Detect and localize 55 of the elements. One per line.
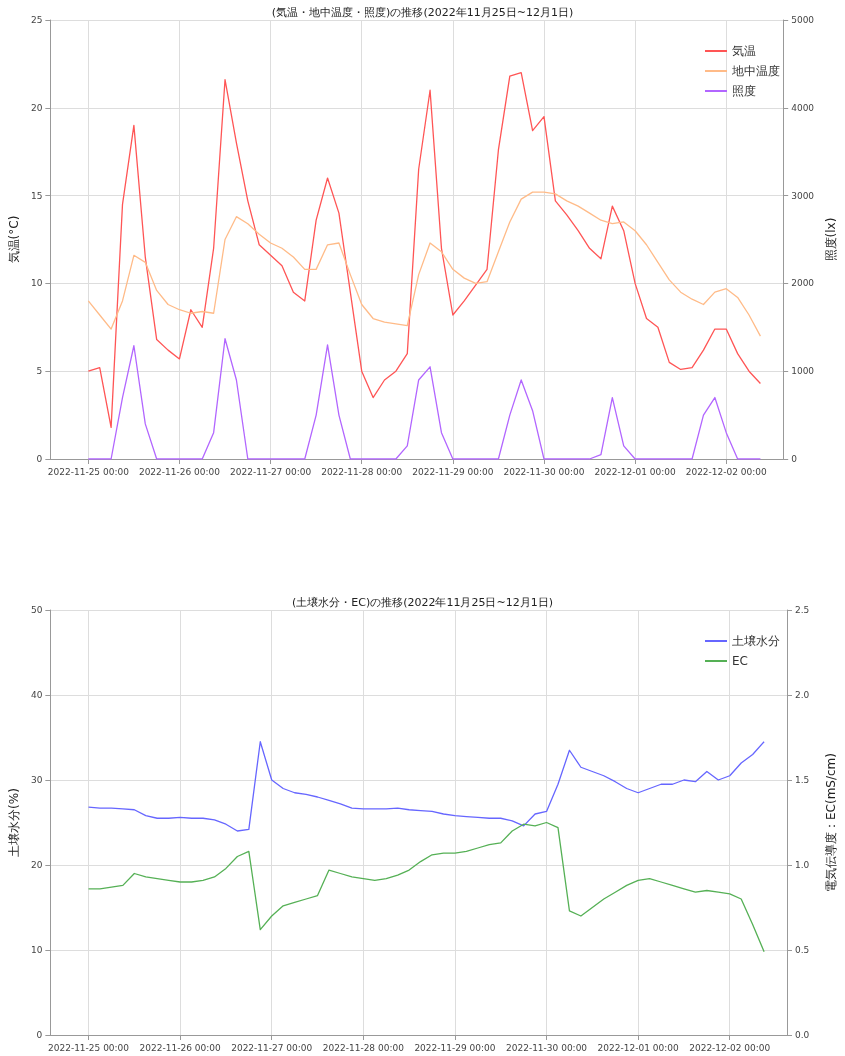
y-tick-label: 20 — [30, 102, 43, 113]
line-series — [87, 191, 762, 337]
y-tick-label: 5 — [36, 366, 43, 377]
legend-label: EC — [732, 654, 748, 668]
x-tick-label: 2022-11-29 00:00 — [412, 466, 494, 477]
x-tick-label: 2022-12-02 00:00 — [685, 466, 768, 477]
x-tick-label: 2022-12-01 00:00 — [594, 466, 676, 477]
x-tick-label: 2022-12-01 00:00 — [597, 1042, 679, 1053]
y2-tick-label: 2.5 — [795, 605, 810, 615]
chart-title: (土壌水分・EC)の推移(2022年11月25日~12月1日) — [292, 596, 553, 609]
y-tick-label: 10 — [30, 945, 43, 955]
legend-label: 地中温度 — [731, 64, 780, 78]
y-axis-title: 土壌水分(%) — [7, 788, 21, 857]
x-tick-label: 2022-11-26 00:00 — [138, 466, 221, 477]
y2-tick-label: 5000 — [791, 15, 815, 25]
y2-tick-label: 3000 — [791, 190, 815, 201]
y2-tick-label: 0 — [791, 454, 798, 464]
y-tick-label: 40 — [30, 690, 43, 700]
y2-tick-label: 0.5 — [795, 945, 810, 955]
y-axis-title: 気温(°C) — [7, 215, 21, 264]
x-tick-label: 2022-11-28 00:00 — [322, 1042, 405, 1053]
y-tick-label: 50 — [30, 605, 43, 615]
x-tick-label: 2022-11-29 00:00 — [414, 1042, 496, 1053]
x-tick-label: 2022-11-27 00:00 — [231, 1042, 313, 1053]
y-tick-label: 30 — [30, 775, 43, 785]
y2-tick-label: 1000 — [791, 366, 815, 377]
y-tick-label: 0 — [36, 454, 43, 464]
y2-tick-label: 0.0 — [795, 1030, 810, 1040]
y-tick-label: 20 — [30, 860, 43, 870]
chart-title: (気温・地中温度・照度)の推移(2022年11月25日~12月1日) — [271, 6, 574, 19]
y2-axis-title: 照度(lx) — [824, 217, 838, 262]
y-tick-label: 0 — [36, 1030, 43, 1040]
x-tick-label: 2022-11-30 00:00 — [505, 1042, 588, 1053]
legend-label: 照度 — [732, 84, 756, 98]
x-tick-label: 2022-11-26 00:00 — [139, 1042, 221, 1053]
x-tick-label: 2022-11-28 00:00 — [321, 466, 403, 477]
x-tick-label: 2022-11-27 00:00 — [230, 466, 312, 477]
legend-label: 気温 — [732, 44, 756, 58]
legend-label: 土壌水分 — [732, 634, 780, 648]
x-tick-label: 2022-11-25 00:00 — [47, 466, 130, 477]
y-tick-label: 15 — [30, 190, 43, 201]
y-tick-label: 10 — [30, 278, 43, 289]
y2-tick-label: 2.0 — [795, 690, 810, 700]
line-series — [87, 741, 765, 832]
y2-tick-label: 1.0 — [795, 860, 810, 870]
y2-axis-title: 電気伝導度：EC(mS/cm) — [824, 753, 838, 892]
x-tick-label: 2022-12-02 00:00 — [689, 1042, 771, 1053]
x-tick-label: 2022-11-30 00:00 — [503, 466, 585, 477]
y2-tick-label: 4000 — [791, 102, 815, 113]
line-series — [87, 338, 762, 460]
x-tick-label: 2022-11-25 00:00 — [47, 1042, 130, 1053]
line-series — [87, 821, 765, 953]
y2-tick-label: 1.5 — [795, 775, 810, 785]
y2-tick-label: 2000 — [791, 278, 815, 289]
y-tick-label: 25 — [30, 15, 43, 25]
